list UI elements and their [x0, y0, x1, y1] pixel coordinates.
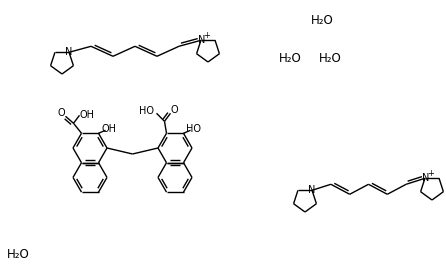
- Text: O: O: [171, 105, 178, 115]
- Text: OH: OH: [80, 110, 95, 120]
- Text: +: +: [203, 31, 211, 40]
- Text: N: N: [422, 173, 429, 183]
- Text: N: N: [308, 185, 316, 195]
- Text: H₂O: H₂O: [318, 51, 341, 64]
- Text: H₂O: H₂O: [310, 14, 333, 26]
- Text: HO: HO: [186, 124, 201, 134]
- Text: H₂O: H₂O: [7, 249, 29, 261]
- Text: OH: OH: [101, 124, 116, 134]
- Text: N: N: [198, 35, 206, 45]
- Text: H₂O: H₂O: [279, 51, 301, 64]
- Text: +: +: [428, 169, 434, 178]
- Text: O: O: [58, 108, 65, 118]
- Text: HO: HO: [139, 106, 154, 116]
- Text: N: N: [66, 47, 73, 57]
